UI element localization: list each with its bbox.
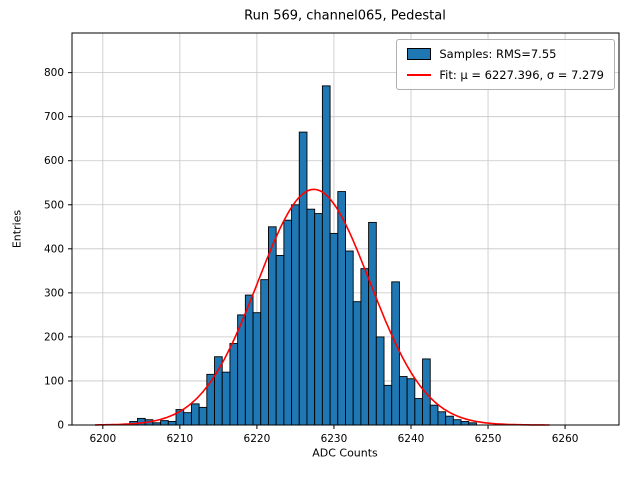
- svg-text:800: 800: [44, 67, 64, 79]
- svg-text:100: 100: [44, 375, 64, 387]
- histogram-swatch-icon: [407, 48, 432, 60]
- tick-labels: 6200 6210 6220 6230 6240 6250 6260 0 100 200 300 40…: [44, 67, 578, 445]
- legend-label-fit: Fit: μ = 6227.396, σ = 7.279: [439, 68, 604, 82]
- svg-text:500: 500: [44, 199, 64, 211]
- svg-text:400: 400: [44, 243, 64, 255]
- x-axis-label: ADC Counts: [312, 446, 378, 460]
- legend-entry-fit: Fit: μ = 6227.396, σ = 7.279: [407, 68, 604, 82]
- histogram-bars: [129, 85, 477, 426]
- svg-text:6230: 6230: [321, 433, 348, 445]
- plot-border: [71, 32, 620, 426]
- fit-curve: [95, 188, 550, 426]
- svg-text:6220: 6220: [244, 433, 271, 445]
- svg-text:300: 300: [44, 287, 64, 299]
- tick-marks: [68, 72, 566, 429]
- svg-text:700: 700: [44, 111, 64, 123]
- svg-text:0: 0: [57, 420, 64, 432]
- svg-text:600: 600: [44, 155, 64, 167]
- svg-text:6260: 6260: [552, 433, 579, 445]
- y-axis-label: Entries: [10, 209, 24, 249]
- svg-text:6240: 6240: [398, 433, 425, 445]
- svg-text:6200: 6200: [89, 433, 116, 445]
- fit-line-swatch-icon: [407, 74, 432, 76]
- chart-title: Run 569, channel065, Pedestal: [244, 8, 446, 24]
- svg-text:200: 200: [44, 331, 64, 343]
- legend-entry-samples: Samples: RMS=7.55: [407, 47, 604, 61]
- legend: Samples: RMS=7.55 Fit: μ = 6227.396, σ =…: [396, 39, 615, 90]
- legend-label-samples: Samples: RMS=7.55: [439, 47, 557, 61]
- svg-text:6210: 6210: [166, 433, 193, 445]
- svg-text:6250: 6250: [475, 433, 502, 445]
